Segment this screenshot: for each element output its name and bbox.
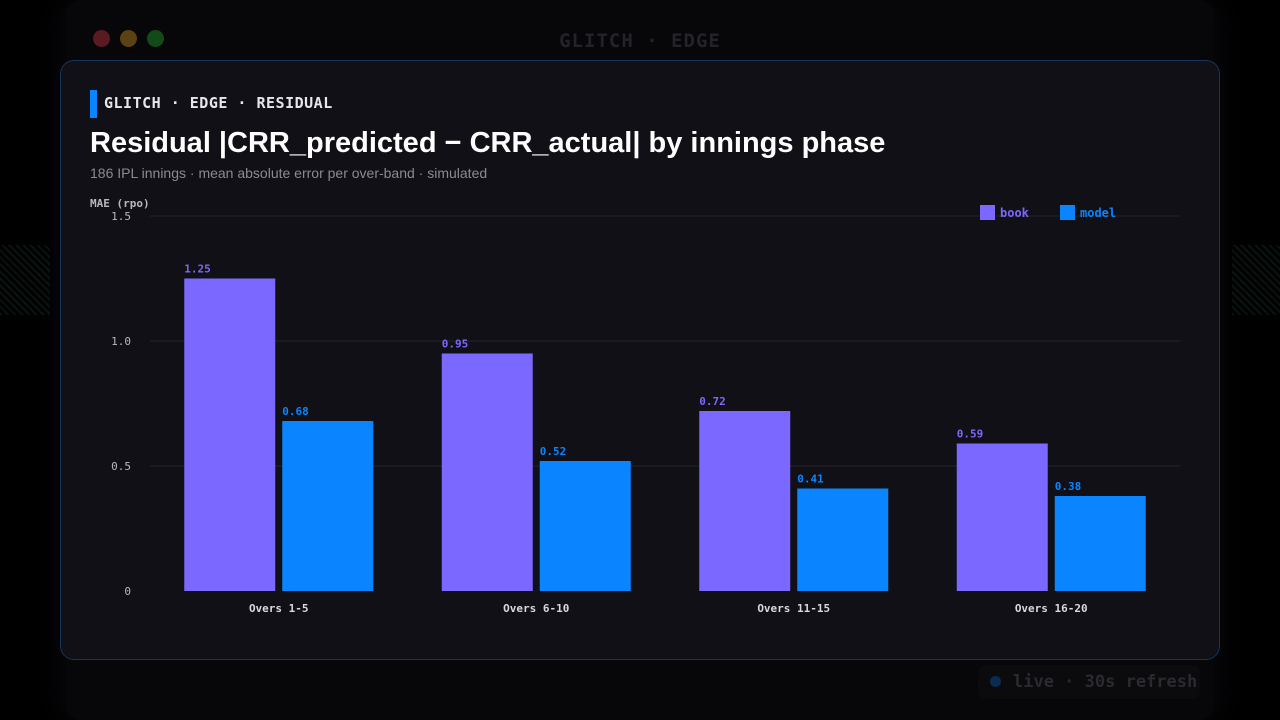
x-tick-label: Overs 6-10 bbox=[503, 602, 569, 615]
y-tick-label: 0.5 bbox=[111, 460, 131, 473]
bar-model[interactable] bbox=[282, 421, 374, 591]
close-window-icon[interactable] bbox=[93, 30, 110, 47]
decorative-pattern-left bbox=[0, 245, 50, 315]
y-tick-label: 1.5 bbox=[111, 210, 131, 223]
live-status-text: live · 30s refresh bbox=[1013, 672, 1198, 692]
data-label-book: 0.95 bbox=[442, 338, 469, 351]
bar-book[interactable] bbox=[184, 278, 276, 592]
y-tick-label: 1.0 bbox=[111, 335, 131, 348]
legend-swatch-book bbox=[980, 205, 995, 220]
data-label-book: 1.25 bbox=[184, 263, 211, 276]
bar-book[interactable] bbox=[699, 411, 791, 591]
chart-title: Residual |CRR_predicted − CRR_actual| by… bbox=[90, 127, 886, 159]
minimize-window-icon[interactable] bbox=[120, 30, 137, 47]
y-tick-label: 0 bbox=[124, 585, 131, 598]
legend-label-book[interactable]: book bbox=[1000, 206, 1030, 220]
decorative-pattern-right bbox=[1232, 245, 1280, 315]
bar-model[interactable] bbox=[1054, 496, 1146, 591]
bar-model[interactable] bbox=[797, 488, 889, 592]
y-axis-label: MAE (rpo) bbox=[90, 197, 150, 210]
legend-swatch-model bbox=[1060, 205, 1075, 220]
x-tick-label: Overs 16-20 bbox=[1015, 602, 1088, 615]
maximize-window-icon[interactable] bbox=[147, 30, 164, 47]
bar-book[interactable] bbox=[956, 443, 1048, 592]
data-label-model: 0.52 bbox=[540, 445, 567, 458]
data-label-book: 0.72 bbox=[699, 395, 726, 408]
data-label-book: 0.59 bbox=[957, 428, 984, 441]
window-title: GLITCH · EDGE bbox=[559, 30, 721, 52]
data-label-model: 0.41 bbox=[797, 473, 824, 486]
bar-book[interactable] bbox=[441, 353, 533, 592]
x-tick-label: Overs 11-15 bbox=[757, 602, 830, 615]
data-label-model: 0.68 bbox=[282, 405, 309, 418]
eyebrow-label: GLITCH · EDGE · RESIDUAL bbox=[104, 94, 333, 112]
live-status-pill bbox=[978, 665, 1200, 699]
live-indicator-icon bbox=[990, 676, 1001, 687]
legend-label-model[interactable]: model bbox=[1080, 206, 1116, 220]
x-tick-label: Overs 1-5 bbox=[249, 602, 309, 615]
eyebrow-accent-bar bbox=[90, 90, 97, 118]
chart-subtitle: 186 IPL innings · mean absolute error pe… bbox=[90, 165, 488, 181]
bar-model[interactable] bbox=[539, 461, 631, 591]
data-label-model: 0.38 bbox=[1055, 480, 1082, 493]
